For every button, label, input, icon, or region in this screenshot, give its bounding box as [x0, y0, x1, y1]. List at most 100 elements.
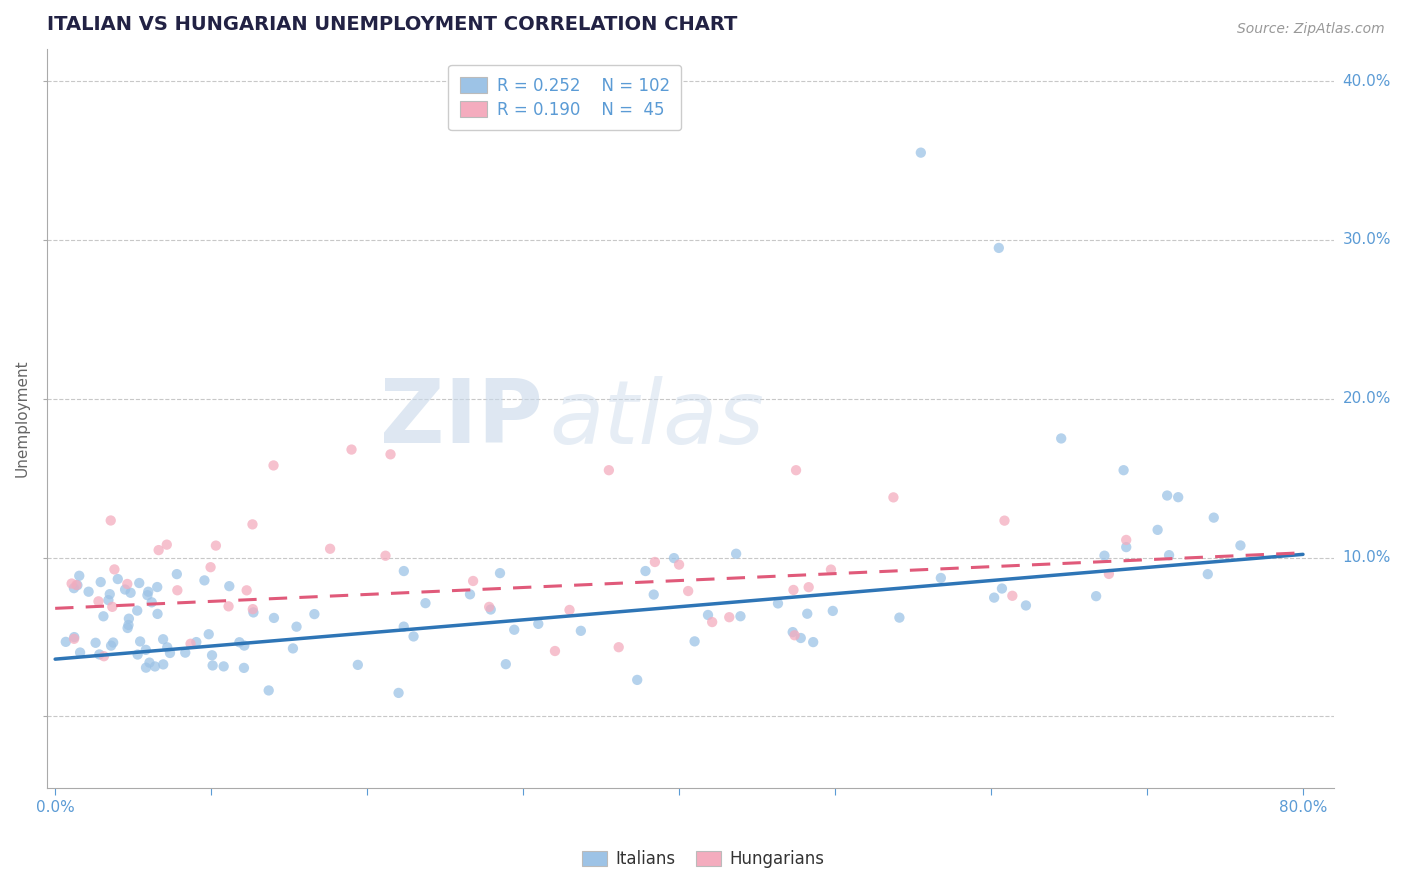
Point	[1098, 566, 1121, 581]
Text: 10.0%: 10.0%	[1343, 550, 1391, 565]
Point	[782, 582, 804, 597]
Point	[235, 583, 257, 598]
Point	[796, 607, 818, 621]
Point	[97, 593, 120, 607]
Point	[991, 582, 1014, 596]
Point	[200, 560, 222, 574]
Point	[697, 607, 720, 622]
Point	[152, 657, 174, 672]
Point	[626, 673, 648, 687]
Point	[702, 615, 724, 629]
Point	[785, 463, 807, 477]
Point	[1197, 567, 1219, 582]
Point	[201, 658, 224, 673]
Point	[197, 627, 219, 641]
Point	[281, 641, 304, 656]
Point	[63, 581, 86, 595]
Point	[783, 628, 806, 642]
Point	[797, 580, 820, 594]
Point	[212, 659, 235, 673]
Text: ITALIAN VS HUNGARIAN UNEMPLOYMENT CORRELATION CHART: ITALIAN VS HUNGARIAN UNEMPLOYMENT CORREL…	[48, 15, 738, 34]
Legend: R = 0.252    N = 102, R = 0.190    N =  45: R = 0.252 N = 102, R = 0.190 N = 45	[449, 65, 682, 130]
Point	[634, 564, 657, 578]
Point	[304, 607, 326, 621]
Point	[148, 543, 170, 558]
Text: 40.0%: 40.0%	[1343, 74, 1391, 88]
Point	[63, 632, 86, 646]
Point	[478, 599, 501, 614]
Point	[1229, 539, 1251, 553]
Point	[644, 555, 666, 569]
Point	[218, 599, 240, 614]
Point	[218, 579, 240, 593]
Point	[60, 576, 83, 591]
Point	[882, 491, 904, 505]
Point	[987, 241, 1010, 255]
Point	[166, 583, 188, 598]
Point	[66, 578, 89, 592]
Point	[90, 575, 112, 590]
Point	[1115, 540, 1137, 554]
Point	[100, 514, 122, 528]
Point	[146, 580, 169, 594]
Text: atlas: atlas	[550, 376, 763, 461]
Point	[285, 620, 308, 634]
Point	[143, 659, 166, 673]
Text: ZIP: ZIP	[380, 376, 543, 462]
Point	[152, 632, 174, 647]
Point	[821, 604, 844, 618]
Text: 20.0%: 20.0%	[1343, 392, 1391, 406]
Point	[136, 584, 159, 599]
Point	[1167, 490, 1189, 504]
Point	[461, 574, 484, 588]
Point	[103, 562, 125, 576]
Point	[668, 558, 690, 572]
Point	[67, 568, 90, 582]
Point	[643, 588, 665, 602]
Point	[127, 648, 149, 662]
Point	[180, 637, 202, 651]
Point	[340, 442, 363, 457]
Point	[117, 621, 139, 635]
Point	[1001, 589, 1024, 603]
Point	[495, 657, 517, 672]
Point	[263, 458, 285, 473]
Point	[607, 640, 630, 655]
Point	[242, 606, 264, 620]
Point	[1112, 463, 1135, 477]
Point	[1094, 549, 1116, 563]
Point	[136, 588, 159, 602]
Point	[156, 538, 179, 552]
Point	[205, 539, 228, 553]
Point	[415, 596, 437, 610]
Text: 30.0%: 30.0%	[1343, 233, 1391, 247]
Point	[93, 649, 115, 664]
Point	[766, 596, 789, 610]
Point	[63, 630, 86, 644]
Point	[138, 656, 160, 670]
Point	[569, 624, 592, 638]
Point	[392, 564, 415, 578]
Point	[233, 639, 256, 653]
Point	[380, 447, 402, 461]
Point	[725, 547, 748, 561]
Point	[141, 595, 163, 609]
Point	[718, 610, 741, 624]
Point	[114, 582, 136, 597]
Point	[730, 609, 752, 624]
Point	[55, 635, 77, 649]
Point	[84, 636, 107, 650]
Point	[820, 563, 842, 577]
Point	[319, 541, 342, 556]
Point	[93, 609, 115, 624]
Point	[135, 661, 157, 675]
Legend: Italians, Hungarians: Italians, Hungarians	[575, 844, 831, 875]
Point	[156, 640, 179, 655]
Point	[1015, 599, 1038, 613]
Point	[107, 572, 129, 586]
Point	[69, 646, 91, 660]
Point	[65, 578, 87, 592]
Point	[479, 602, 502, 616]
Point	[128, 576, 150, 591]
Point	[166, 567, 188, 582]
